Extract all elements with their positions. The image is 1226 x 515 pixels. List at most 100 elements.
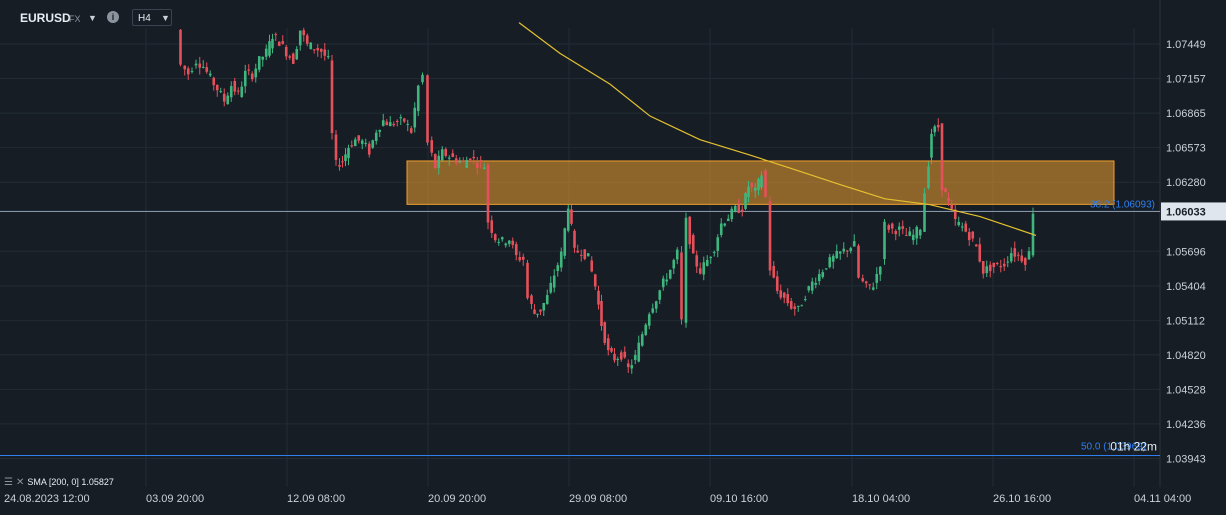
candle-body: [305, 35, 309, 44]
candle-body: [430, 140, 434, 153]
candle-body: [665, 279, 669, 282]
candle-body: [878, 266, 882, 275]
candle-body: [518, 257, 522, 261]
candle-body: [828, 257, 832, 268]
candle-body: [573, 230, 576, 248]
candle-body: [915, 226, 919, 239]
sma-line: [518, 22, 1037, 237]
timeframe-select[interactable]: H4 ▼: [132, 9, 172, 26]
candle-body: [944, 188, 947, 193]
candle-body: [312, 49, 316, 51]
candle-body: [757, 178, 760, 191]
candle-body: [583, 249, 587, 260]
symbol-name[interactable]: EURUSD: [20, 11, 71, 25]
candle-body: [733, 205, 737, 212]
candle-body: [475, 162, 479, 169]
candle-body: [533, 309, 536, 314]
candle-body: [716, 237, 720, 251]
candle-body: [633, 354, 637, 360]
candle-body: [190, 70, 194, 72]
candle-body: [254, 68, 258, 78]
candle-body: [236, 90, 240, 92]
candle-body: [613, 353, 616, 361]
candle-body: [672, 259, 676, 269]
candle-body: [857, 245, 860, 278]
candle-body: [750, 182, 754, 187]
candle-body: [271, 38, 274, 49]
candle-body: [344, 154, 347, 161]
candle-body: [576, 250, 580, 253]
candle-body: [908, 231, 912, 236]
candle-body: [619, 352, 623, 360]
candle-body: [205, 67, 209, 72]
candle-body: [753, 187, 757, 191]
sma-legend[interactable]: ☰ ✕ SMA [200, 0] 1.05827: [4, 477, 114, 489]
price-tick-label: 1.06573: [1166, 143, 1206, 155]
candle-body: [536, 313, 539, 315]
candle-body: [559, 251, 563, 268]
candle-body: [626, 363, 630, 368]
candle-body: [201, 66, 205, 68]
candle-body: [302, 30, 306, 36]
candle-body: [1006, 261, 1010, 263]
candle-body: [586, 253, 590, 257]
candle-body: [981, 261, 985, 274]
candle-body: [402, 118, 406, 122]
candle-body: [684, 217, 688, 323]
candle-body: [967, 232, 971, 241]
candle-body: [413, 107, 417, 128]
candle-body: [194, 63, 198, 66]
candle-body: [451, 153, 455, 157]
candle-body: [630, 365, 634, 369]
timeframe-label: H4: [138, 13, 151, 24]
symbol-dropdown-icon[interactable]: ▼: [88, 13, 97, 23]
time-tick-label: 12.09 08:00: [287, 493, 345, 505]
price-tick-label: 1.06280: [1166, 177, 1206, 189]
candle-body: [493, 234, 497, 241]
time-tick-label: 20.09 20:00: [428, 493, 486, 505]
candle-body: [385, 121, 389, 126]
candle-body: [821, 272, 825, 277]
candle-body: [338, 165, 341, 167]
settings-icon[interactable]: ☰: [4, 477, 13, 488]
price-tick-label: 1.06865: [1166, 108, 1206, 120]
candle-body: [953, 209, 957, 219]
candle-body: [651, 308, 655, 313]
candle-body: [796, 305, 800, 307]
candle-body: [330, 60, 334, 134]
candle-body: [341, 161, 344, 163]
horizontal-lines-layer: 38.2 (1.06093) 50.0 (1.03969)01h 22m: [0, 199, 1160, 456]
candle-body: [603, 322, 607, 343]
candle-body: [521, 256, 525, 260]
candle-body: [542, 302, 546, 311]
candle-body: [440, 149, 444, 161]
candle-body: [927, 166, 930, 189]
info-icon[interactable]: i: [107, 11, 119, 23]
timeframe-dropdown-icon[interactable]: ▼: [161, 13, 170, 23]
candle-body: [545, 295, 549, 305]
candle-body: [600, 300, 603, 326]
candle-body: [563, 228, 567, 256]
time-tick-label: 26.10 16:00: [993, 493, 1051, 505]
candle-body: [461, 160, 465, 162]
candle-body: [658, 290, 662, 300]
current-price-label: 1.06033: [1166, 206, 1206, 218]
close-icon[interactable]: ✕: [15, 477, 25, 488]
candle-body: [824, 268, 828, 270]
time-tick-label: 24.08.2023 12:00: [4, 493, 90, 505]
candle-body: [277, 41, 281, 46]
candle-body: [360, 140, 364, 144]
price-tick-label: 1.07157: [1166, 74, 1206, 86]
candle-body: [291, 53, 295, 64]
candle-body: [616, 359, 620, 361]
time-tick-label: 09.10 16:00: [710, 493, 768, 505]
candle-body: [644, 324, 648, 335]
price-tick-label: 1.05404: [1166, 281, 1206, 293]
candle-body: [849, 248, 853, 252]
candle-body: [772, 265, 776, 278]
candle-body: [786, 294, 790, 304]
candle-body: [399, 117, 403, 119]
candle-body: [323, 49, 327, 56]
candle-body: [740, 209, 744, 212]
